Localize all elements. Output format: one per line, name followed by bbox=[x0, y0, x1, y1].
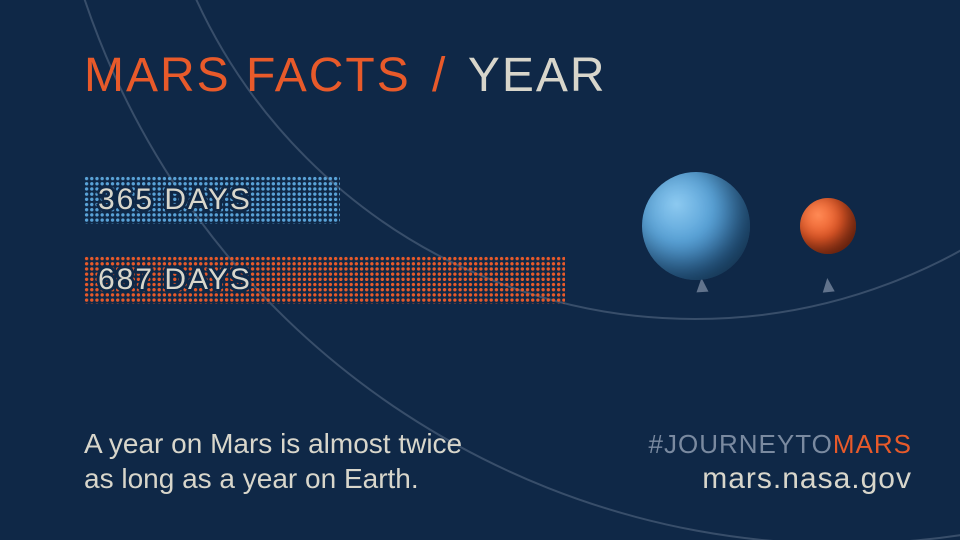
title-sub: YEAR bbox=[468, 49, 607, 102]
hashtag-prefix: #JOURNEYTO bbox=[649, 429, 833, 459]
bar-mars-label: 687 DAYS bbox=[98, 263, 252, 297]
bar-earth-label: 365 DAYS bbox=[98, 183, 252, 217]
caption-line-2: as long as a year on Earth. bbox=[84, 461, 462, 496]
hashtag-word: MARS bbox=[833, 429, 912, 459]
footer-url: mars.nasa.gov bbox=[649, 462, 912, 496]
caption: A year on Mars is almost twice as long a… bbox=[84, 426, 462, 496]
planet-mars-icon bbox=[800, 198, 856, 254]
planet-earth-icon bbox=[642, 172, 750, 280]
year-length-chart: 365 DAYS 687 DAYS bbox=[84, 176, 565, 336]
page-title: MARS FACTS / YEAR bbox=[84, 48, 607, 103]
hashtag: #JOURNEYTOMARS bbox=[649, 429, 912, 460]
title-separator: / bbox=[432, 49, 447, 102]
orbit-arrow-mars-icon bbox=[821, 277, 834, 292]
bar-earth-label-wrap: 365 DAYS bbox=[94, 176, 256, 224]
bar-mars: 687 DAYS bbox=[84, 256, 565, 304]
title-main: MARS FACTS bbox=[84, 49, 411, 102]
bar-earth: 365 DAYS bbox=[84, 176, 340, 224]
footer: #JOURNEYTOMARS mars.nasa.gov bbox=[649, 429, 912, 496]
bar-mars-label-wrap: 687 DAYS bbox=[94, 256, 256, 304]
caption-line-1: A year on Mars is almost twice bbox=[84, 426, 462, 461]
